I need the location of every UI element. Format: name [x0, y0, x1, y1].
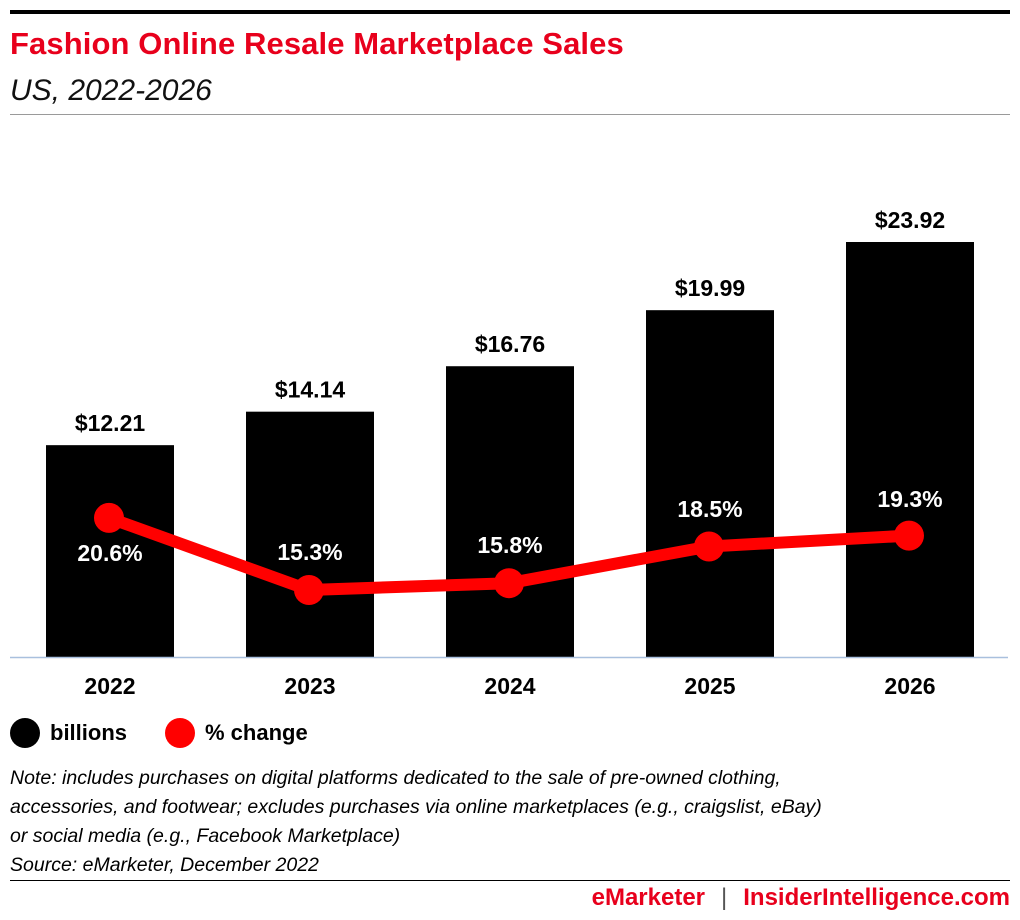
bar-2024	[446, 366, 574, 657]
bar-value-label-2023: $14.14	[275, 377, 346, 403]
chart-subtitle: US, 2022-2026	[10, 74, 212, 107]
footer-separator: |	[721, 884, 728, 911]
bar-2022	[46, 445, 174, 657]
legend-line-swatch-icon	[165, 718, 195, 748]
note-line-1: Note: includes purchases on digital plat…	[10, 767, 781, 789]
x-tick-label-2022: 2022	[84, 673, 135, 699]
x-tick-label-2024: 2024	[484, 673, 535, 699]
legend-item-percent-change: % change	[165, 718, 308, 748]
source-line: Source: eMarketer, December 2022	[10, 854, 319, 876]
chart-canvas: $12.21 $14.14 $16.76 $19.99 $23.92 2022 2023 20…	[10, 207, 1008, 699]
legend-bar-swatch-icon	[10, 718, 40, 748]
top-rule	[10, 10, 1010, 14]
bar-2025	[646, 310, 774, 657]
chart-notes: Note: includes purchases on digital plat…	[10, 764, 1010, 880]
bar-2023	[246, 411, 374, 657]
note-line-3: or social media (e.g., Facebook Marketpl…	[10, 825, 401, 847]
bar-value-label-2026: $23.92	[875, 207, 945, 233]
legend: billions % change	[10, 716, 346, 750]
percent-change-label-2026: 19.3%	[877, 486, 942, 512]
bar-value-label-2022: $12.21	[75, 410, 146, 436]
legend-bar-label: billions	[50, 720, 127, 745]
legend-item-billions: billions	[10, 718, 127, 748]
percent-change-label-2024: 15.8%	[477, 532, 542, 558]
bottom-rule	[10, 880, 1010, 881]
percent-change-label-2022: 20.6%	[77, 540, 142, 566]
bar-value-label-2024: $16.76	[475, 331, 545, 357]
x-tick-label-2023: 2023	[284, 673, 335, 699]
percent-change-point-2023	[294, 575, 324, 605]
percent-change-point-2026	[894, 520, 924, 551]
subtitle-divider	[10, 114, 1010, 115]
percent-change-point-2025	[694, 531, 724, 562]
emarketer-logo: eMarketer	[591, 884, 706, 911]
footer: eMarketer | InsiderIntelligence.com	[592, 884, 1010, 912]
note-line-2: accessories, and footwear; excludes purc…	[10, 796, 822, 818]
percent-change-point-2022	[94, 502, 124, 533]
bar-2026	[846, 242, 974, 657]
x-tick-label-2026: 2026	[884, 673, 935, 699]
insider-intelligence-link[interactable]: InsiderIntelligence.com	[743, 884, 1010, 911]
chart-title: Fashion Online Resale Marketplace Sales	[10, 26, 624, 61]
legend-line-label: % change	[205, 720, 308, 745]
x-tick-label-2025: 2025	[684, 673, 735, 699]
bar-value-label-2025: $19.99	[675, 275, 745, 301]
percent-change-label-2025: 18.5%	[677, 496, 742, 522]
percent-change-point-2024	[494, 568, 524, 599]
percent-change-label-2023: 15.3%	[277, 539, 342, 565]
